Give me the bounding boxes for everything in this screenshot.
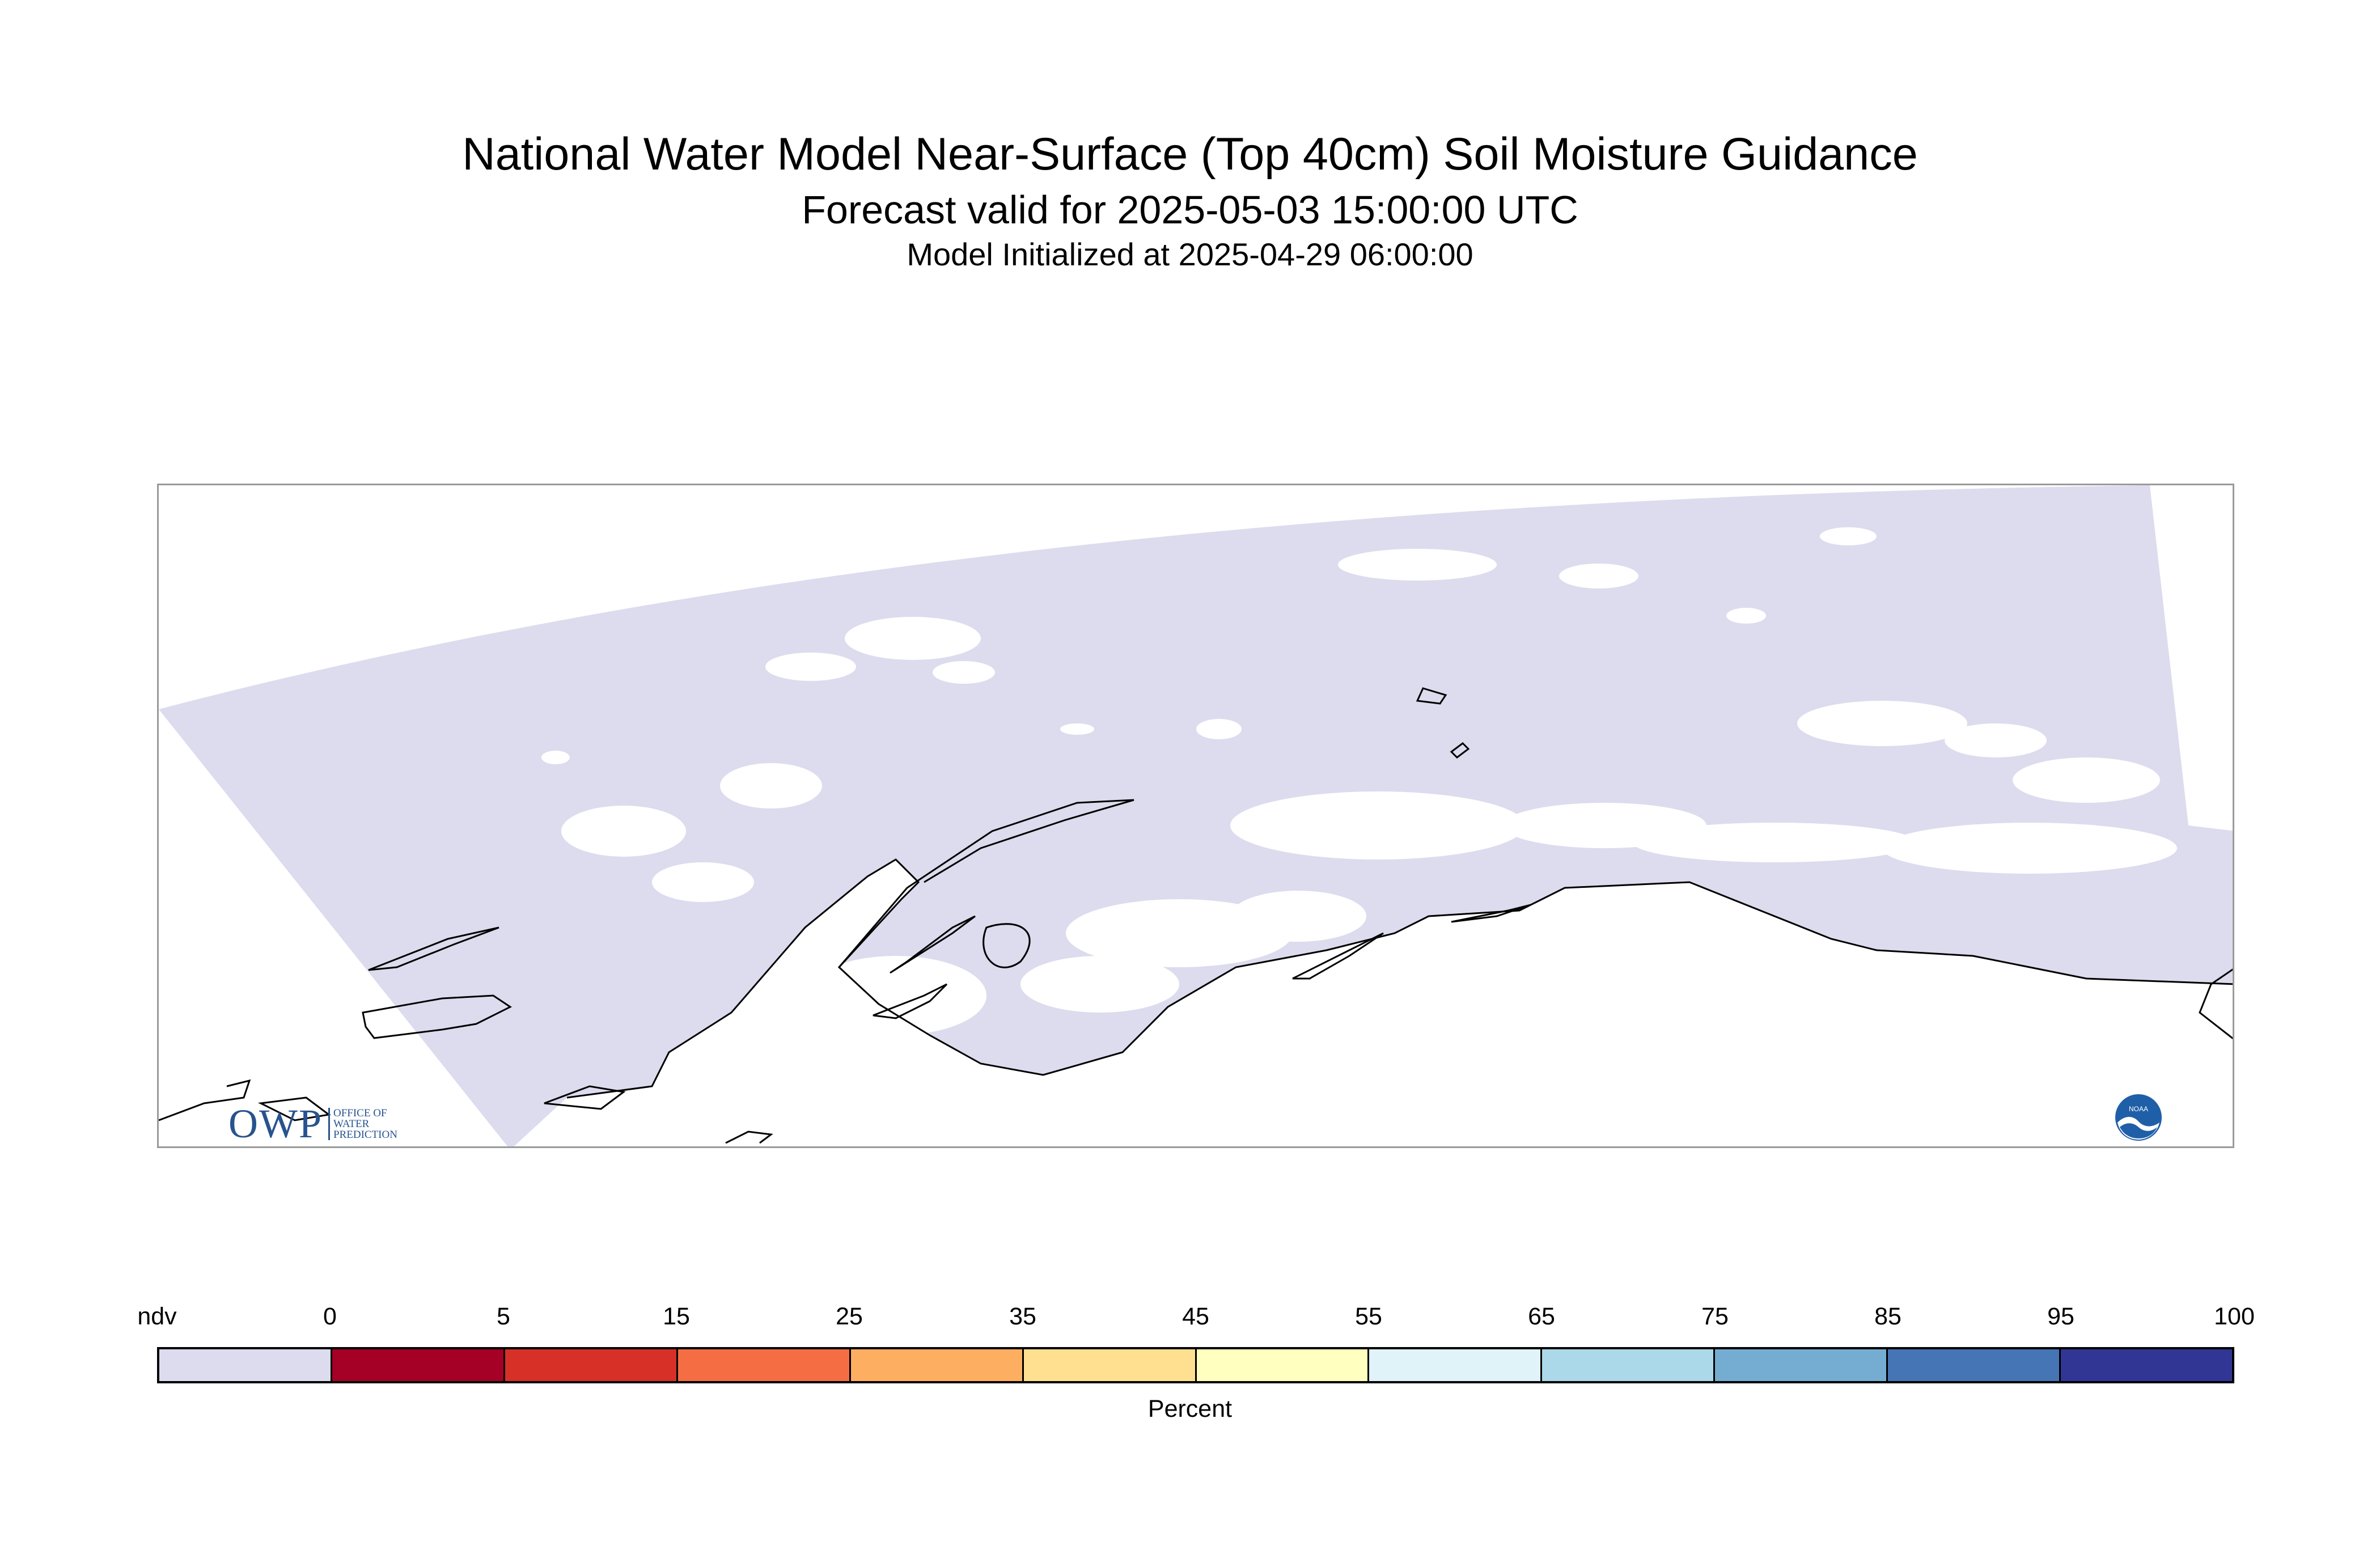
legend-tick-labels: ndv 0 5 15 25 35 45 55 65 75 85 95 100 [0,1302,2380,1336]
legend-tick-label: 25 [836,1303,863,1330]
legend-swatch-15-25 [677,1349,851,1381]
soil-moisture-map[interactable]: OWP Office of Water Prediction NOAA [157,484,2234,1148]
legend-tick-label: 55 [1355,1303,1382,1330]
owp-logo: OWP Office of Water Prediction [228,1101,413,1146]
legend-tick-label: ndv [137,1303,177,1330]
legend-swatch-75-85 [1715,1349,1888,1381]
model-init-time: Model Initialized at 2025-04-29 06:00:00 [907,236,1473,272]
legend-tick-label: 35 [1009,1303,1036,1330]
legend-tick-label: 85 [1874,1303,1902,1330]
legend-swatch-35-45 [1023,1349,1197,1381]
legend-tick-label: 45 [1182,1303,1209,1330]
owp-mark: OWP [228,1101,323,1146]
legend-swatch-85-95 [1888,1349,2061,1381]
no-data-patches [541,527,2177,1035]
legend-tick-label: 65 [1528,1303,1555,1330]
owp-text: Office of Water Prediction [328,1107,413,1140]
color-legend-bar [157,1347,2234,1383]
legend-tick-label: 100 [2214,1303,2255,1330]
coastline [159,687,2233,1144]
legend-swatch-5-15 [505,1349,678,1381]
legend-tick-label: 0 [323,1303,337,1330]
legend-tick-label: 5 [497,1303,510,1330]
noaa-logo-text: NOAA [2129,1105,2148,1113]
legend-tick-label: 15 [663,1303,690,1330]
legend-swatch-95-100 [2061,1349,2233,1381]
islands [983,923,1031,968]
legend-swatch-55-65 [1369,1349,1543,1381]
map-canvas [159,485,2233,1146]
forecast-valid-time: Forecast valid for 2025-05-03 15:00:00 U… [802,188,1578,232]
page-title: National Water Model Near-Surface (Top 4… [462,129,1918,180]
legend-tick-label: 75 [1701,1303,1729,1330]
legend-unit-label: Percent [1147,1395,1233,1422]
gulf-of-alaska-water [514,859,2233,1146]
legend-swatch-0-5 [332,1349,505,1381]
noaa-logo: NOAA [2115,1094,2162,1141]
legend-tick-label: 95 [2047,1303,2074,1330]
legend-swatch-25-35 [850,1349,1024,1381]
legend-swatch-65-75 [1542,1349,1716,1381]
legend-swatch-ndv [159,1349,332,1381]
legend-swatch-45-55 [1196,1349,1370,1381]
